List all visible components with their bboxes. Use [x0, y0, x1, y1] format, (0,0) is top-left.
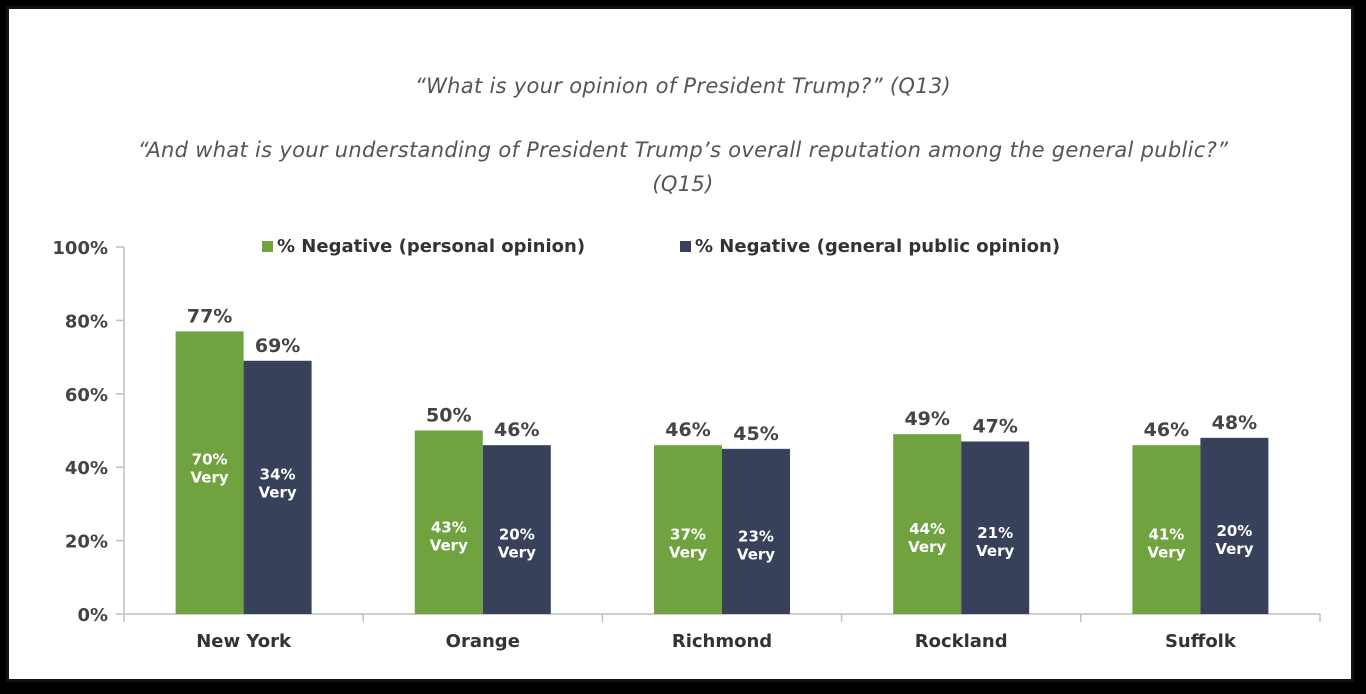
y-tick-label: 60%: [65, 385, 108, 406]
legend-label: % Negative (personal opinion): [277, 236, 585, 257]
inner-label: 20%: [1216, 522, 1252, 540]
inner-label: 44%: [909, 520, 945, 538]
legend-swatch: [680, 241, 691, 252]
bar: [1132, 445, 1201, 614]
data-label: 49%: [904, 408, 949, 430]
inner-label-suffix: Very: [737, 545, 775, 563]
inner-label: 41%: [1148, 526, 1184, 544]
data-label: 48%: [1212, 412, 1257, 434]
data-label: 46%: [1144, 419, 1189, 441]
chart-subtitle-line2: (Q15): [652, 172, 714, 196]
inner-label-suffix: Very: [669, 544, 707, 562]
x-tick-label: New York: [196, 631, 292, 652]
inner-label-suffix: Very: [430, 536, 468, 554]
chart-subtitle-line1: “And what is your understanding of Presi…: [137, 138, 1229, 162]
data-label: 47%: [972, 416, 1017, 438]
inner-label: 21%: [977, 524, 1013, 542]
chart-title: “What is your opinion of President Trump…: [414, 74, 952, 98]
legend-label: % Negative (general public opinion): [695, 236, 1060, 257]
inner-label: 34%: [260, 465, 296, 483]
y-tick-label: 40%: [65, 458, 108, 479]
data-label: 45%: [733, 423, 778, 445]
data-label: 69%: [255, 335, 300, 357]
bar: [414, 430, 483, 614]
data-label: 46%: [665, 419, 710, 441]
bar: [722, 448, 790, 614]
inner-label: 23%: [738, 527, 774, 545]
bar: [175, 331, 244, 614]
bar: [961, 441, 1030, 614]
bar: [893, 434, 962, 614]
data-label: 77%: [187, 305, 232, 327]
legend-swatch: [262, 241, 273, 252]
inner-label: 43%: [431, 518, 467, 536]
x-tick-label: Orange: [446, 631, 520, 652]
inner-label-suffix: Very: [976, 542, 1014, 560]
bar: [482, 445, 551, 614]
y-tick-label: 80%: [65, 311, 108, 332]
inner-label: 70%: [192, 451, 228, 469]
inner-label-suffix: Very: [1147, 544, 1185, 562]
bar: [654, 445, 722, 614]
y-tick-label: 100%: [52, 238, 108, 259]
bar: [243, 360, 312, 614]
data-label: 50%: [426, 405, 471, 427]
bar: [1200, 437, 1269, 614]
x-tick-label: Rockland: [915, 631, 1008, 652]
x-tick-label: Richmond: [672, 631, 772, 652]
x-tick-label: Suffolk: [1165, 631, 1237, 652]
inner-label: 37%: [670, 526, 706, 544]
data-label: 46%: [494, 419, 539, 441]
y-tick-label: 20%: [65, 532, 108, 553]
inner-label-suffix: Very: [191, 469, 229, 487]
inner-label-suffix: Very: [1215, 540, 1253, 558]
inner-label-suffix: Very: [259, 483, 297, 501]
inner-label-suffix: Very: [908, 538, 946, 556]
y-tick-label: 0%: [77, 605, 108, 626]
inner-label-suffix: Very: [498, 544, 536, 562]
inner-label: 20%: [499, 526, 535, 544]
